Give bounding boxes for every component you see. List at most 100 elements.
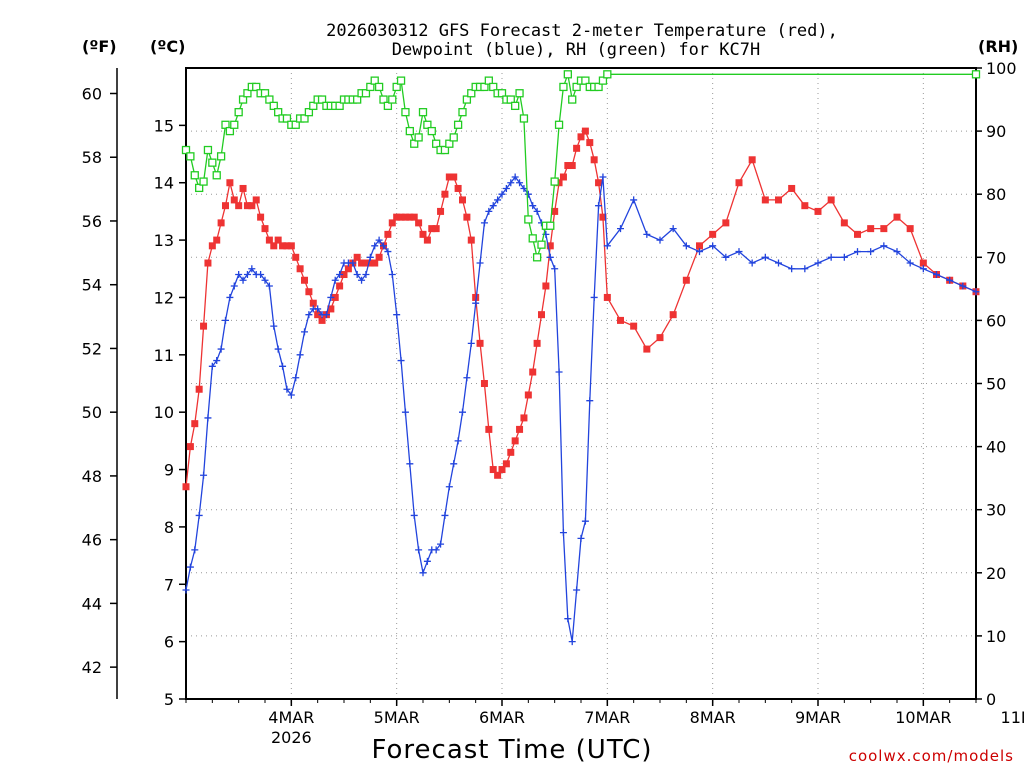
fahrenheit-unit-label: (ºF) (82, 37, 117, 56)
temperature-point (362, 259, 370, 267)
dewpoint-point (480, 219, 488, 227)
dewpoint-point (516, 179, 524, 187)
rh-point (467, 89, 476, 98)
rh-point (361, 89, 371, 98)
dewpoint-point (761, 253, 769, 261)
dewpoint-point (401, 408, 409, 416)
fahrenheit-tick-label: 44 (82, 594, 102, 613)
dewpoint-point (555, 368, 563, 376)
temperature-point (384, 230, 392, 238)
dewpoint-point (682, 242, 690, 250)
dewpoint-point (893, 248, 901, 256)
rh-tick-label: 20 (986, 564, 1006, 583)
temperature-point (748, 156, 756, 164)
dewpoint-point (577, 534, 585, 542)
dewpoint-point (261, 276, 269, 284)
dewpoint-point (520, 184, 528, 192)
rh-point (309, 101, 318, 111)
rh-point (405, 126, 414, 136)
dewpoint-point (380, 242, 387, 250)
dewpoint-point (406, 460, 414, 468)
celsius-tick-label: 8 (164, 518, 174, 537)
dewpoint-point (243, 271, 251, 279)
celsius-tick-label: 9 (164, 461, 174, 480)
temperature-point (331, 293, 339, 301)
rh-point (208, 158, 217, 167)
dewpoint-point (595, 202, 603, 210)
rh-point (515, 89, 524, 98)
temperature-point (340, 271, 348, 279)
temperature-point (314, 311, 322, 319)
rh-tick-label: 30 (986, 501, 1006, 520)
temperature-point (191, 420, 199, 428)
dewpoint-point (384, 248, 392, 256)
x-tick-label: 4MAR (268, 708, 314, 727)
temperature-point (437, 207, 445, 215)
temperature-point (568, 162, 576, 170)
rh-point (572, 82, 581, 92)
dewpoint-point (388, 271, 396, 279)
celsius-tick-label: 10 (154, 403, 174, 422)
rh-point (186, 152, 195, 161)
dewpoint-point (498, 190, 506, 198)
temperature-point (432, 225, 440, 233)
temperature-point (507, 448, 515, 456)
rh-point (269, 101, 278, 111)
rh-point (374, 82, 384, 92)
rh-point (335, 101, 344, 111)
dewpoint-point (735, 248, 743, 256)
dewpoint-point (279, 362, 287, 370)
fahrenheit-tick-label: 58 (82, 148, 102, 167)
celsius-tick-label: 13 (154, 231, 174, 250)
temperature-point (358, 259, 366, 267)
x-tick-label: 10MAR (895, 708, 951, 727)
rh-point (532, 253, 542, 262)
celsius-tick-label: 14 (154, 174, 174, 193)
temperature-point (472, 293, 480, 301)
temperature-point (336, 282, 344, 290)
temperature-point (230, 196, 238, 204)
dewpoint-point (643, 230, 651, 238)
rh-point (203, 145, 213, 155)
temperature-point (410, 213, 418, 221)
dewpoint-point (722, 253, 730, 261)
dewpoint-point (441, 511, 449, 519)
temperature-point (252, 196, 260, 204)
rh-point (462, 95, 472, 104)
temperature-point (595, 179, 603, 187)
dewpoint-point (511, 173, 519, 181)
dewpoint-point (485, 207, 493, 215)
dewpoint-point (371, 242, 379, 250)
rh-point (410, 139, 419, 148)
temperature-point (243, 202, 251, 210)
rh-tick-label: 80 (986, 185, 1006, 204)
temperature-point (555, 179, 563, 187)
dewpoint-point (397, 357, 405, 365)
celsius-tick-label: 5 (164, 690, 174, 709)
rh-tick-label: 70 (986, 248, 1006, 267)
temperature-point (494, 471, 502, 479)
rh-point (230, 120, 239, 129)
dewpoint-point (617, 225, 624, 233)
rh-point (598, 76, 608, 85)
dewpoint-point (696, 248, 703, 256)
dewpoint-point (213, 357, 221, 365)
temperature-point (840, 219, 848, 227)
temperature-point (222, 202, 229, 210)
dewpoint-point (445, 483, 453, 491)
temperature-point (204, 259, 212, 267)
temperature-point (406, 213, 414, 221)
temperature-point (401, 213, 409, 221)
temperature-point (489, 466, 497, 474)
x-tick-label: 8MAR (690, 708, 736, 727)
dewpoint-point (296, 351, 304, 359)
temperature-point (599, 213, 607, 221)
temperature-point (353, 253, 361, 261)
dewpoint-point (919, 265, 927, 273)
temperature-point (270, 242, 278, 250)
temperature-point (709, 230, 717, 238)
temperature-point (906, 225, 914, 233)
dewpoint-point (186, 563, 194, 571)
dewpoint-point (450, 460, 458, 468)
